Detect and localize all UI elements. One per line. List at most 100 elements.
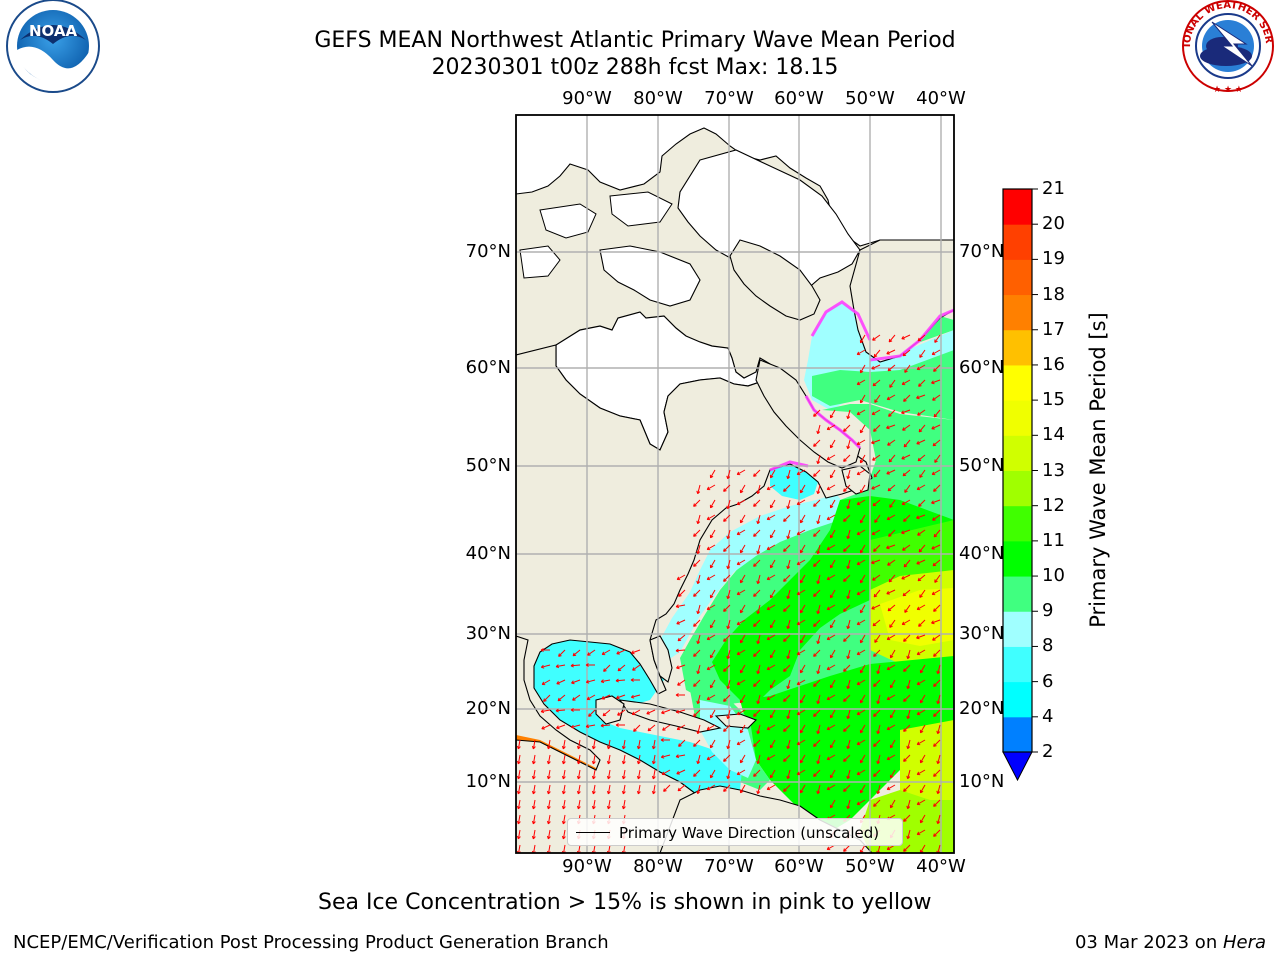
wave-direction-arrow — [663, 784, 671, 792]
lat-tick-right-10n: 10°N — [959, 771, 1005, 792]
wave-direction-arrow — [916, 634, 926, 639]
wave-direction-arrow — [830, 649, 836, 659]
wave-direction-arrow — [753, 769, 761, 777]
wave-direction-arrowhead — [709, 534, 714, 539]
wave-direction-arrowhead — [931, 351, 936, 356]
map-panel — [516, 115, 954, 853]
wave-direction-arrow — [932, 394, 941, 401]
wave-direction-arrow — [873, 469, 881, 478]
wave-direction-arrowhead — [676, 726, 681, 731]
wave-direction-arrow — [860, 694, 866, 704]
wave-direction-arrow — [817, 724, 821, 734]
wave-direction-arrowhead — [709, 774, 714, 779]
wave-direction-arrow — [903, 439, 911, 448]
wave-direction-arrow — [723, 574, 731, 582]
wave-direction-arrowhead — [606, 805, 611, 810]
wave-direction-arrow — [697, 664, 701, 674]
wave-direction-arrow — [920, 784, 926, 794]
wave-direction-arrow — [693, 739, 701, 747]
wave-direction-arrow — [860, 664, 866, 674]
wave-direction-arrow — [860, 424, 866, 434]
wave-direction-arrow — [693, 649, 701, 657]
wave-direction-arrow — [770, 649, 776, 659]
wave-direction-arrowhead — [846, 775, 851, 780]
wave-direction-arrow — [888, 454, 896, 463]
wave-direction-arrowhead — [904, 489, 908, 493]
wave-direction-arrowhead — [906, 805, 911, 810]
wave-direction-arrowhead — [916, 441, 920, 445]
wave-direction-arrow — [919, 589, 926, 598]
wave-direction-arrow — [860, 844, 866, 853]
wave-direction-arrow — [904, 484, 911, 493]
wave-direction-arrowhead — [856, 621, 861, 626]
wave-direction-arrow — [796, 619, 806, 625]
wave-direction-arrow — [736, 469, 746, 475]
wave-direction-arrowhead — [766, 576, 771, 581]
wave-direction-arrowhead — [676, 665, 680, 670]
wave-direction-arrowhead — [919, 669, 924, 674]
wave-direction-arrowhead — [876, 790, 881, 795]
colorbar-segment — [1003, 224, 1032, 260]
wave-direction-arrowhead — [931, 546, 935, 550]
wave-direction-arrow — [916, 364, 926, 370]
wave-direction-arrow — [800, 604, 806, 614]
wave-direction-arrow — [872, 574, 881, 581]
lat-tick-right-30n: 30°N — [959, 623, 1005, 644]
wave-direction-arrow — [907, 829, 911, 839]
wave-direction-arrowhead — [936, 790, 941, 795]
wave-direction-arrow — [783, 634, 791, 642]
wave-direction-arrow — [706, 574, 716, 580]
wave-direction-arrowhead — [739, 759, 744, 764]
wave-direction-arrow — [770, 469, 776, 479]
wave-direction-arrowhead — [786, 685, 791, 690]
wave-direction-arrowhead — [661, 710, 665, 715]
wave-direction-arrow — [931, 424, 941, 430]
wave-direction-arrowhead — [933, 833, 937, 837]
wave-direction-arrowhead — [796, 741, 801, 746]
wave-direction-arrow — [931, 469, 941, 475]
wave-direction-arrowhead — [859, 639, 864, 644]
wave-direction-arrowhead — [829, 714, 834, 719]
wave-direction-arrowhead — [888, 413, 892, 417]
wave-direction-arrowhead — [916, 771, 921, 776]
wave-direction-arrowhead — [799, 519, 804, 524]
colorbar-tick-label: 13 — [1042, 459, 1065, 481]
wave-direction-arrowhead — [783, 668, 787, 672]
wave-direction-arrowhead — [693, 713, 697, 717]
wave-direction-arrow — [676, 604, 686, 608]
wave-direction-arrowhead — [756, 760, 761, 765]
colorbar — [1002, 188, 1038, 782]
wave-direction-arrowhead — [903, 788, 907, 792]
wave-direction-arrowhead — [826, 846, 831, 851]
wave-direction-arrow — [886, 724, 896, 730]
colorbar-tick-label: 19 — [1042, 248, 1065, 270]
wave-direction-arrowhead — [871, 560, 875, 565]
wave-direction-arrow — [907, 799, 911, 809]
wave-direction-arrowhead — [739, 489, 744, 494]
wave-direction-arrowhead — [903, 668, 907, 672]
wave-direction-arrow — [706, 514, 716, 520]
wave-direction-arrowhead — [933, 683, 937, 687]
wave-direction-arrow — [830, 589, 836, 599]
wave-direction-arrowhead — [829, 744, 834, 749]
wave-direction-arrow — [937, 814, 941, 824]
wave-direction-arrow — [796, 739, 806, 745]
wave-direction-arrowhead — [846, 595, 851, 600]
wave-direction-arrowhead — [769, 624, 774, 629]
wave-direction-arrow — [547, 769, 551, 779]
wave-direction-arrowhead — [873, 773, 877, 777]
wave-direction-arrowhead — [916, 395, 920, 400]
wave-direction-arrowhead — [540, 709, 545, 714]
wave-direction-arrowhead — [889, 654, 894, 659]
wave-direction-arrow — [622, 754, 626, 764]
wave-direction-arrow — [736, 529, 746, 535]
wave-direction-arrowhead — [769, 714, 774, 719]
wave-direction-arrow — [830, 439, 836, 449]
wave-direction-arrow — [693, 709, 701, 717]
wave-direction-arrow — [856, 559, 866, 565]
wave-direction-arrow — [727, 529, 731, 539]
wave-direction-arrow — [817, 694, 821, 704]
wave-direction-arrow — [830, 559, 836, 569]
wave-direction-arrow — [886, 634, 896, 640]
wave-direction-arrow — [813, 559, 821, 567]
